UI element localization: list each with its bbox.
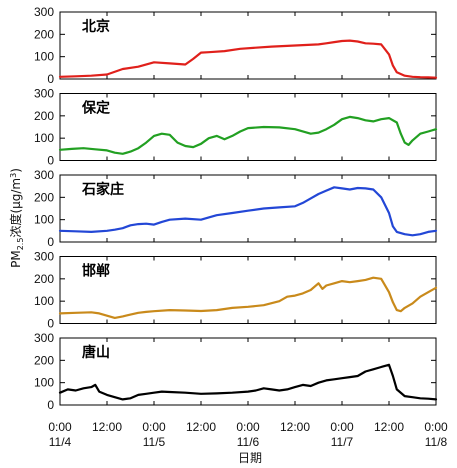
y-axis-label: PM2.5浓度(μg/m3)	[8, 168, 25, 268]
panel-tangshan: 0 100 200 300 唐山	[34, 331, 438, 412]
panel-beijing: 0 100 200 300 北京	[34, 5, 438, 86]
x-tick-label: 12:00	[186, 420, 216, 434]
x-tick-label: 0:00	[142, 420, 166, 434]
y-tick-label: 300	[34, 331, 54, 345]
y-tick-label: 0	[47, 398, 54, 412]
y-tick-label: 100	[34, 294, 54, 308]
y-tick-label: 100	[34, 376, 54, 390]
x-tick-label: 0:00	[330, 420, 354, 434]
series-line-tangshan	[58, 363, 438, 401]
series-line-baoding	[58, 115, 438, 155]
panel-title-handan: 邯郸	[82, 263, 110, 280]
x-tick-label: 12:00	[92, 420, 122, 434]
y-tick-label: 200	[34, 27, 54, 41]
x-tick-label: 12:00	[374, 420, 404, 434]
panel-baoding: 0 100 200 300 保定	[34, 87, 438, 168]
x-tick-label: 0:00	[236, 420, 260, 434]
x-tick-date-label: 11/6	[237, 435, 260, 449]
panel-handan: 0 100 200 300 邯郸	[34, 250, 438, 331]
series-line-handan	[58, 276, 438, 319]
panel-shijiazhuang: 0 100 200 300 石家庄	[34, 168, 438, 249]
x-tick-date-label: 11/4	[49, 435, 72, 449]
x-tick-date-label: 11/8	[425, 435, 448, 449]
x-tick-date-label: 11/7	[331, 435, 354, 449]
y-tick-label: 200	[34, 353, 54, 367]
y-tick-label: 300	[34, 5, 54, 19]
series-line-shijiazhuang	[58, 186, 438, 237]
panel-title-tangshan: 唐山	[82, 344, 110, 361]
chart-panels: 0 100 200 300 北京 0 100 200 300 保定 0 100 200 300 石家庄 0 10…	[34, 5, 438, 412]
y-tick-label: 0	[47, 154, 54, 168]
x-tick-label: 0:00	[424, 420, 448, 434]
panel-frame	[59, 256, 437, 324]
y-tick-label: 0	[47, 72, 54, 86]
x-tick-label: 12:00	[280, 420, 310, 434]
y-tick-label: 100	[34, 213, 54, 227]
panel-frame	[59, 337, 437, 406]
panel-title-shijiazhuang: 石家庄	[81, 181, 124, 198]
y-tick-label: 100	[34, 50, 54, 64]
x-tick-date-label: 11/5	[143, 435, 166, 449]
series-line-beijing	[58, 39, 438, 79]
y-tick-label: 200	[34, 272, 54, 286]
y-tick-label: 0	[47, 317, 54, 331]
y-tick-label: 200	[34, 190, 54, 204]
panel-frame	[59, 11, 437, 80]
y-tick-label: 200	[34, 109, 54, 123]
x-tick-label: 0:00	[48, 420, 72, 434]
y-tick-label: 0	[47, 235, 54, 249]
y-tick-label: 300	[34, 87, 54, 101]
y-tick-label: 300	[34, 168, 54, 182]
y-tick-label: 300	[34, 250, 54, 264]
panel-title-baoding: 保定	[81, 100, 110, 117]
x-axis-label: 日期	[238, 451, 262, 465]
y-tick-label: 100	[34, 131, 54, 145]
panel-title-beijing: 北京	[82, 18, 110, 35]
